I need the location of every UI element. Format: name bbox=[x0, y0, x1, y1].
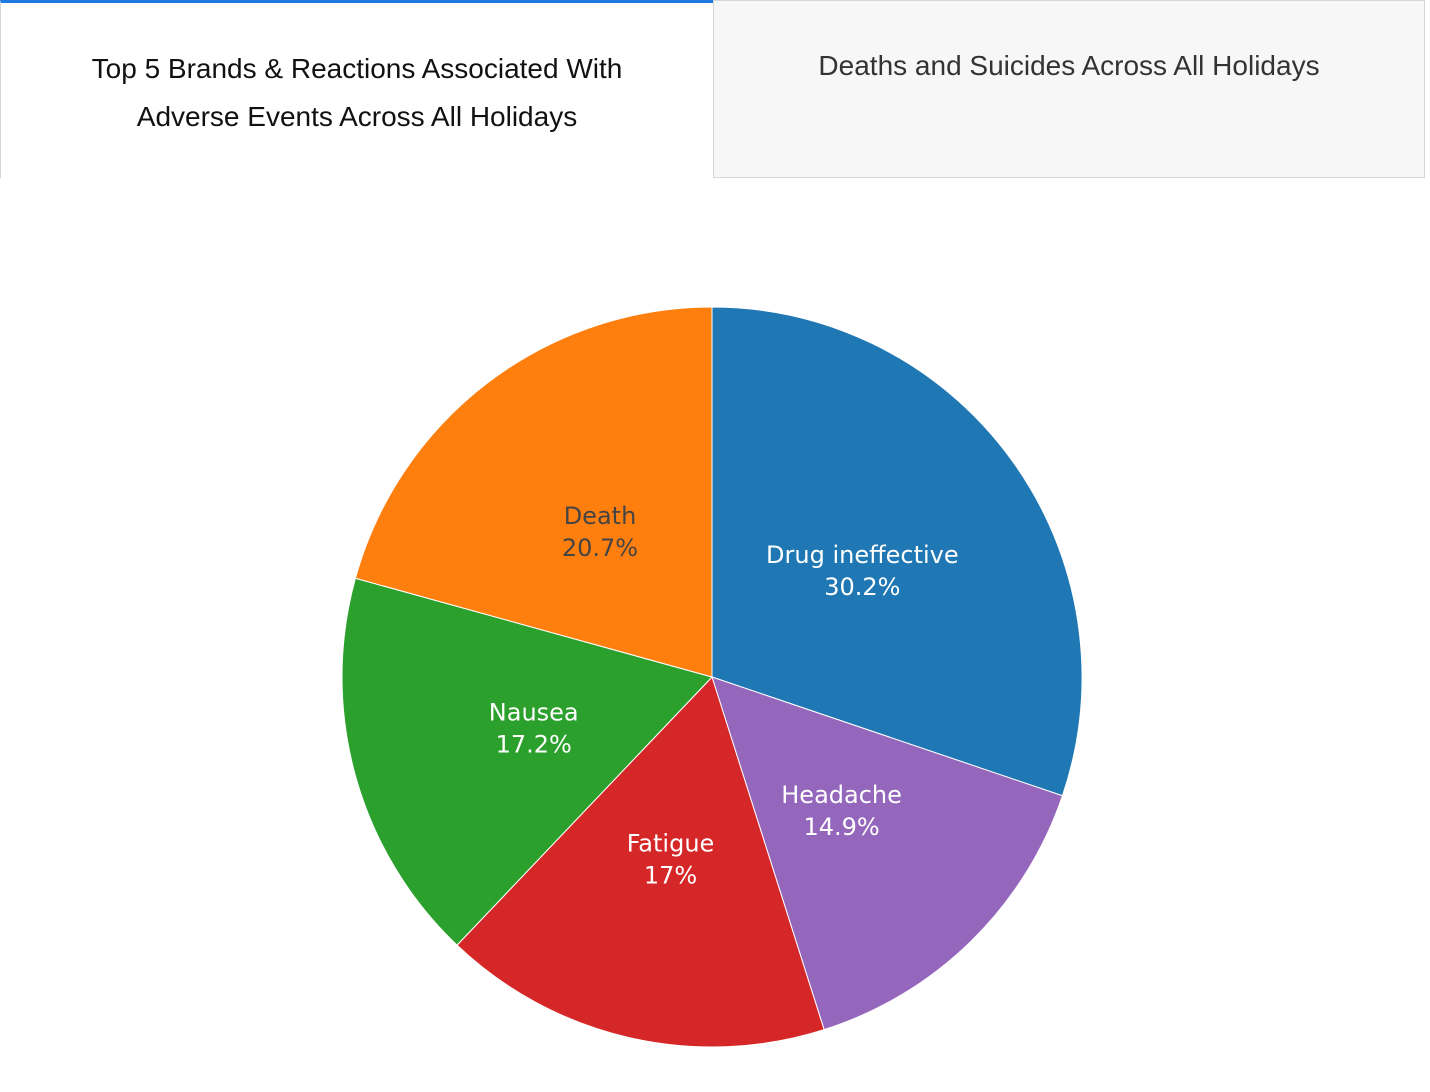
pie-slice-drug-ineffective[interactable] bbox=[711, 306, 1083, 797]
slice-label-nausea: Nausea bbox=[489, 698, 579, 726]
pie-chart: Drug ineffective 30.2% Headache 14.9% Fatigu… bbox=[341, 306, 1083, 1048]
slice-percent-nausea: 17.2% bbox=[496, 730, 572, 758]
tab-top-brands-reactions-label: Top 5 Brands & Reactions Associated With… bbox=[91, 53, 623, 132]
pie-slice-death[interactable] bbox=[354, 306, 713, 678]
tab-bar: Top 5 Brands & Reactions Associated With… bbox=[0, 0, 1430, 179]
slice-label-headache: Headache bbox=[781, 781, 902, 809]
slice-label-drug-ineffective: Drug ineffective bbox=[766, 541, 959, 569]
pie-slice-fatigue[interactable] bbox=[456, 676, 825, 1048]
pie-slice-headache[interactable] bbox=[711, 676, 1064, 1031]
tab-deaths-suicides-label: Deaths and Suicides Across All Holidays bbox=[818, 50, 1320, 81]
slice-percent-drug-ineffective: 30.2% bbox=[824, 573, 900, 601]
tab-deaths-suicides[interactable]: Deaths and Suicides Across All Holidays bbox=[713, 0, 1425, 178]
chart-area: Drug ineffective 30.2% Headache 14.9% Fatigu… bbox=[0, 179, 1430, 1092]
slice-label-fatigue: Fatigue bbox=[627, 829, 715, 857]
tab-top-brands-reactions[interactable]: Top 5 Brands & Reactions Associated With… bbox=[0, 0, 713, 178]
slice-percent-fatigue: 17% bbox=[644, 861, 697, 889]
slice-label-death: Death bbox=[564, 502, 637, 530]
slice-percent-death: 20.7% bbox=[562, 534, 638, 562]
pie-slice-nausea[interactable] bbox=[341, 577, 713, 946]
slice-percent-headache: 14.9% bbox=[803, 813, 879, 841]
